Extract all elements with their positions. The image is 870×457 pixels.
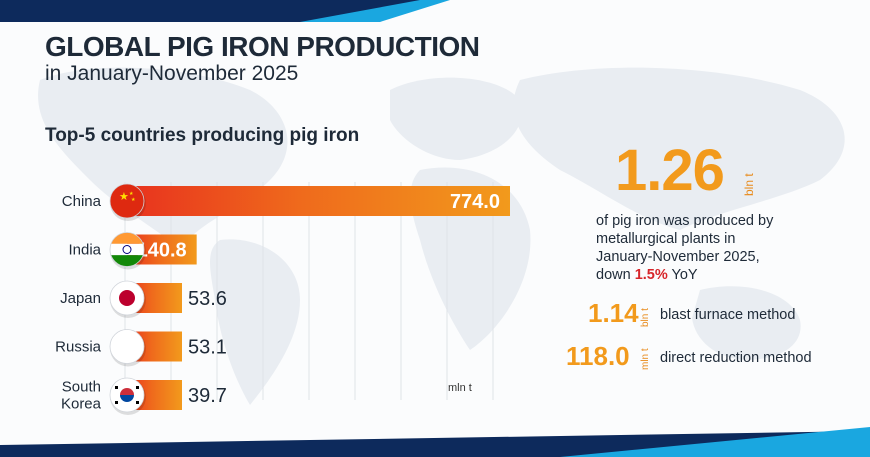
description-line: of pig iron was produced by [596,213,774,229]
svg-text:★: ★ [119,190,129,203]
direct-reduction-unit: mln t [640,348,651,370]
description-line: metallurgical plants in [596,231,736,247]
change-prefix: down [596,267,635,283]
change-suffix: YoY [667,267,698,283]
india-flag-icon [109,232,146,270]
svg-text:★: ★ [131,197,136,203]
description-change-line: down 1.5% YoY [596,266,856,284]
direct-reduction-value: 118.0 [566,341,630,371]
svg-text:★: ★ [129,191,134,197]
description-line: January-November 2025, [596,249,760,265]
top-decor-band [0,0,450,22]
blast-furnace-label: blast furnace method [660,307,796,323]
page-title: GLOBAL PIG IRON PRODUCTION [45,31,480,62]
total-value: 1.26 [615,138,725,203]
category-label: South [62,379,101,396]
bar [127,186,510,216]
russia-flag-icon [109,329,146,367]
japan-flag-icon [109,280,146,318]
bar-value-label: 774.0 [450,191,500,213]
category-label: India [68,242,101,259]
category-label: Korea [61,396,102,413]
total-unit: bln t [742,173,756,196]
blast-furnace-unit: bln t [640,308,651,327]
bar-value-label: 140.8 [137,240,187,262]
china-flag-icon: ★ ★★ [109,183,146,221]
category-label: China [62,193,102,210]
bar-chart: mln t 774.0 China 140.8 India 53.6 Japan 53.1 Ru… [55,182,510,415]
change-value: 1.5% [634,267,668,283]
blast-furnace-value: 1.14 [588,298,639,328]
bar-value-label: 53.1 [188,337,227,359]
chart-title: Top-5 countries producing pig iron [45,125,360,146]
category-label: Japan [60,290,101,307]
axis-unit-label: mln t [448,382,472,394]
direct-reduction-label: direct reduction method [660,350,812,366]
bottom-decor-band [0,427,870,457]
category-label: Russia [55,339,102,356]
bar-value-label: 53.6 [188,288,227,310]
total-description: of pig iron was produced by metallurgica… [596,212,856,284]
page-subtitle: in January-November 2025 [45,62,299,85]
south-korea-flag-icon [109,377,146,415]
bar-value-label: 39.7 [188,385,227,407]
